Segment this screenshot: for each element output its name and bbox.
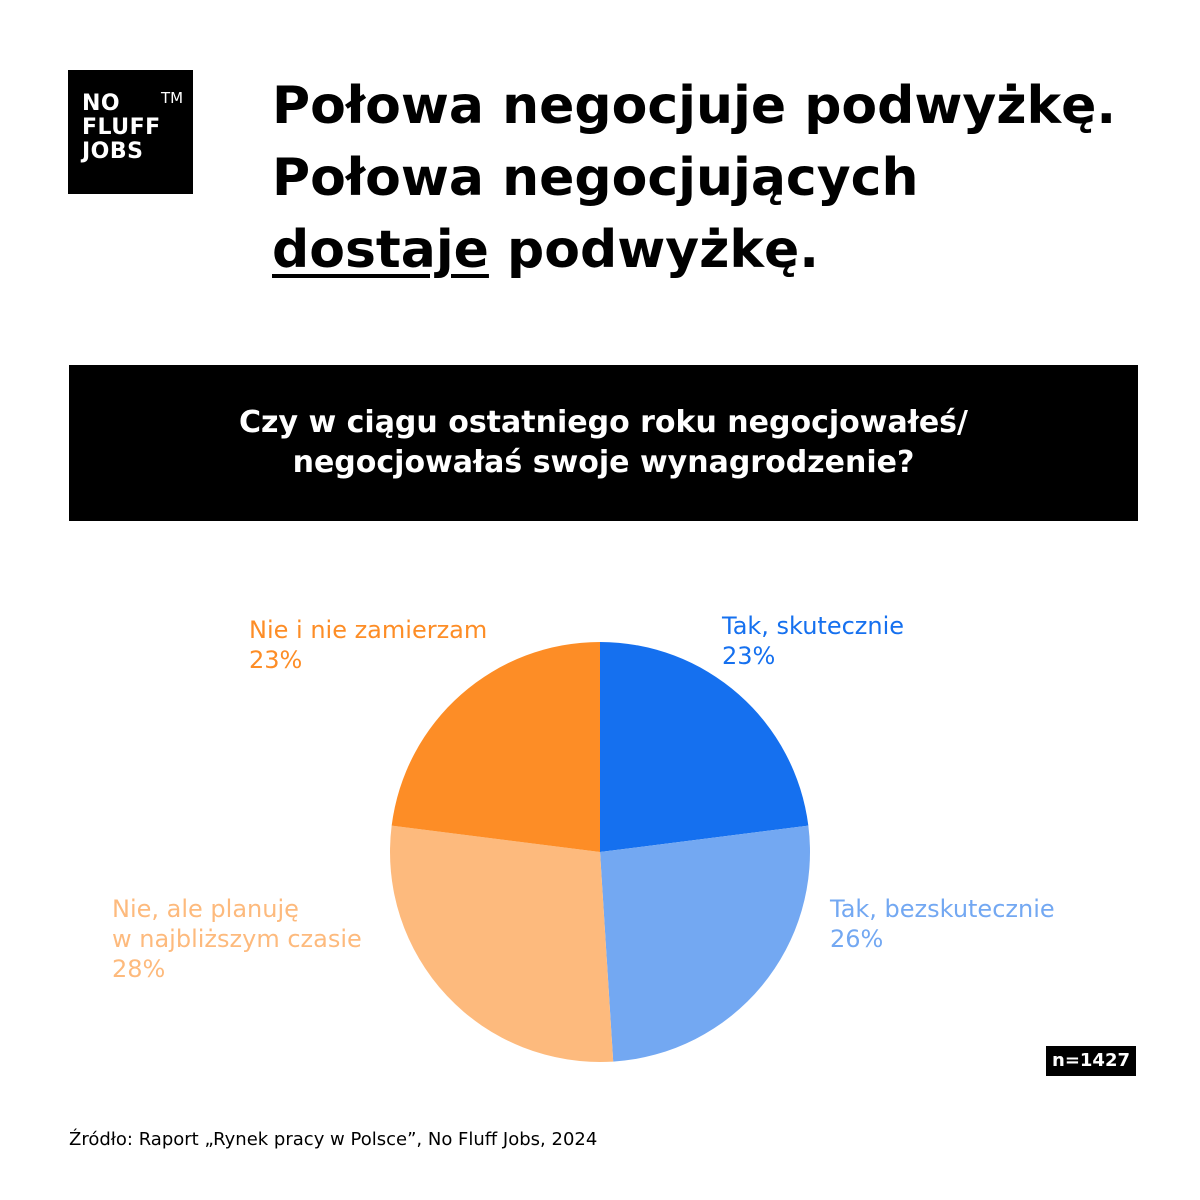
survey-question: Czy w ciągu ostatniego roku negocjowałeś… (239, 403, 968, 483)
headline-line-3: dostaje podwyżkę. (272, 214, 1172, 286)
slice-label-tak-skutecznie: Tak, skutecznie 23% (722, 611, 904, 671)
logo-text-no: NO (82, 91, 121, 116)
slice-label-tak-bezskutecznie: Tak, bezskutecznie 26% (830, 894, 1055, 954)
pie-slice-2 (600, 825, 810, 1062)
headline: Połowa negocjuje podwyżkę. Połowa negocj… (272, 70, 1172, 286)
slice-label-value: 26% (830, 925, 884, 953)
slice-label-value: 23% (722, 642, 776, 670)
slice-label-nie-i-nie-zamierzam: Nie i nie zamierzam 23% (249, 615, 487, 675)
slice-label-name-line-2: w najbliższym czasie (112, 925, 362, 953)
pie-slice-3 (390, 825, 614, 1063)
pie-chart (390, 642, 810, 1063)
headline-line-1: Połowa negocjuje podwyżkę. (272, 76, 1117, 136)
question-banner: Czy w ciągu ostatniego roku negocjowałeś… (69, 365, 1138, 521)
source-note: Źródło: Raport „Rynek pracy w Polsce”, N… (69, 1129, 598, 1150)
logo-text-fluff: FLUFF (82, 115, 161, 140)
slice-label-value: 28% (112, 955, 166, 983)
survey-question-line-1: Czy w ciągu ostatniego roku negocjowałeś… (238, 405, 968, 440)
headline-underlined-word: dostaje (272, 220, 489, 280)
headline-line-3-rest: podwyżkę. (488, 220, 820, 280)
headline-line-2: Połowa negocjujących (272, 148, 919, 208)
no-fluff-jobs-logo: NO TM FLUFF JOBS (68, 70, 193, 194)
pie-slice-1 (600, 642, 809, 852)
slice-label-value: 23% (249, 646, 303, 674)
slice-label-nie-ale-planuje: Nie, ale planuję w najbliższym czasie 28… (112, 894, 362, 984)
logo-text-jobs: JOBS (82, 139, 144, 164)
logo-trademark: TM (161, 89, 184, 107)
slice-label-name: Tak, skutecznie (722, 612, 905, 640)
slice-label-name-line-1: Nie, ale planuję (112, 895, 299, 923)
slice-label-name: Tak, bezskutecznie (830, 895, 1055, 923)
slice-label-name: Nie i nie zamierzam (249, 616, 488, 644)
pie-slice-4 (391, 642, 600, 852)
sample-size-badge: n=1427 (1046, 1046, 1136, 1076)
survey-question-line-2: negocjowałaś swoje wynagrodzenie? (292, 445, 915, 480)
